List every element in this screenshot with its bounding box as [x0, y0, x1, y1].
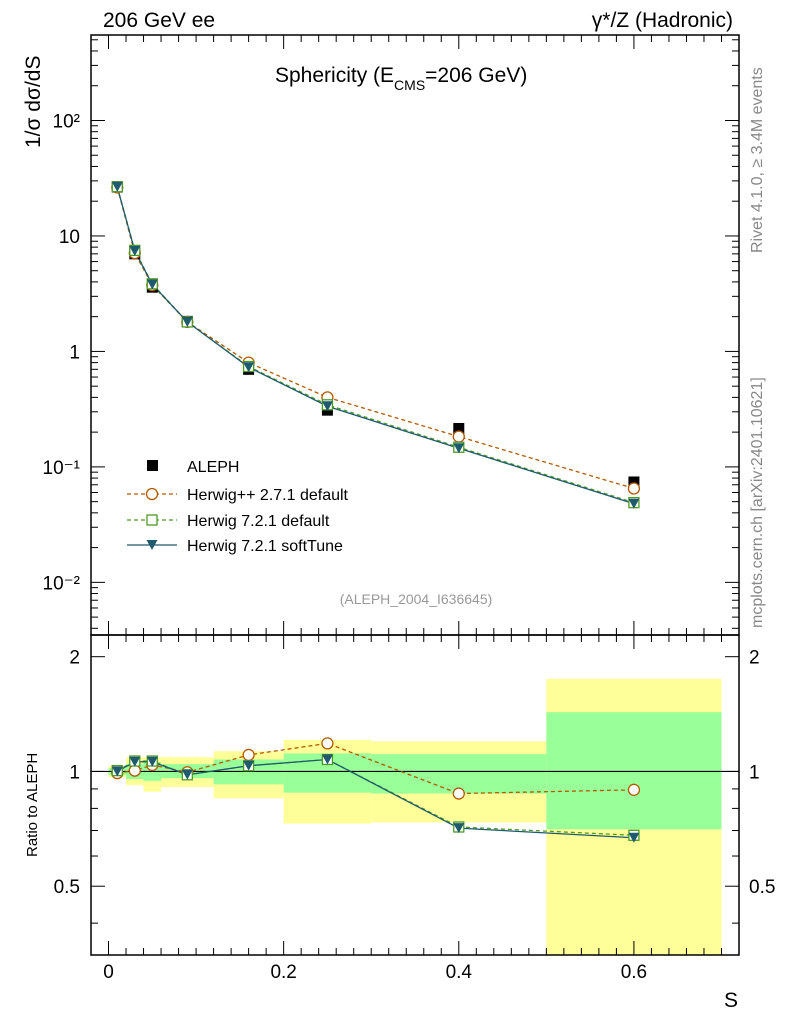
axis-ticks — [91, 35, 739, 955]
header-left: 206 GeV ee — [103, 9, 215, 32]
plot-title-sub: CMS — [394, 77, 425, 93]
x-tick-label: 0.2 — [270, 962, 296, 983]
y-tick-label: 10² — [53, 111, 80, 132]
analysis-id: (ALEPH_2004_I636645) — [340, 591, 493, 607]
y-tick-label: 1 — [69, 342, 80, 363]
x-tick-label: 0.4 — [446, 962, 473, 983]
data-point-triangle — [243, 362, 255, 373]
series-line — [116, 187, 635, 490]
data-point-triangle — [129, 246, 141, 257]
uncertainty-band-green — [371, 754, 547, 794]
data-point-triangle — [453, 443, 465, 454]
legend-marker-aleph — [147, 460, 158, 471]
data-point-circle — [627, 482, 641, 495]
legend-label-herwig7-softtune: Herwig 7.2.1 softTune — [187, 538, 343, 555]
legend-marker-herwigpp — [145, 487, 159, 501]
plot-title: Sphericity (ECMS=206 GeV) — [275, 64, 527, 93]
legend-marker-herwig7-default — [146, 514, 158, 526]
ratio-tick-label: 0.5 — [54, 877, 80, 898]
ratio-tick-label-right: 2 — [749, 648, 760, 669]
rivet-label: Rivet 4.1.0, ≥ 3.4M events — [749, 67, 766, 253]
ratio-frame — [90, 634, 740, 956]
ratio-tick-label: 1 — [69, 762, 80, 783]
ratio-bands — [108, 678, 722, 955]
y-axis-label: 1/σ dσ/dS — [22, 56, 45, 148]
plot-title-end: =206 GeV) — [425, 64, 527, 87]
ratio-point-triangle — [129, 756, 141, 767]
ratio-point-circle — [242, 748, 255, 762]
uncertainty-band-green — [546, 712, 722, 830]
data-point-triangle — [146, 279, 158, 290]
ratio-tick-labels: 0.5 1 2 0.5 1 2 — [54, 648, 776, 899]
ratio-point-triangle — [321, 754, 333, 765]
data-point-circle — [452, 430, 465, 443]
data-point-triangle — [181, 316, 193, 327]
legend-label-aleph: ALEPH — [187, 459, 239, 476]
data-point-aleph — [453, 423, 465, 435]
ratio-point-triangle — [146, 756, 158, 767]
header-right: γ*/Z (Hadronic) — [592, 9, 733, 32]
ratio-point-triangle — [453, 823, 465, 834]
data-point-triangle — [321, 401, 333, 412]
ratio-axis-label: Ratio to ALEPH — [24, 753, 41, 857]
ratio-point-triangle — [111, 766, 123, 777]
series-line — [116, 186, 635, 504]
legend-label-herwigpp: Herwig++ 2.7.1 default — [187, 487, 349, 504]
ratio-point-circle — [452, 787, 465, 800]
series-layer — [111, 181, 641, 843]
x-axis-label: S — [724, 989, 738, 1012]
y-tick-label: 10⁻² — [43, 573, 81, 594]
data-point-aleph — [628, 476, 640, 488]
ratio-point-triangle — [181, 769, 193, 780]
y-tick-label: 10⁻¹ — [43, 458, 81, 479]
legend: ALEPH Herwig++ 2.7.1 default Herwig 7.2.… — [127, 459, 349, 555]
ratio-point-circle — [627, 783, 641, 796]
data-point-triangle — [111, 181, 123, 192]
series-line — [116, 186, 635, 505]
ratio-point-triangle — [243, 760, 255, 771]
mcplots-label: mcplots.cern.ch [arXiv:2401.10621] — [749, 377, 766, 628]
y-tick-label: 10 — [59, 227, 80, 248]
ratio-series-line — [117, 742, 634, 795]
ratio-tick-label-right: 0.5 — [749, 877, 775, 898]
data-point-triangle — [628, 498, 640, 509]
x-tick-label: 0 — [103, 962, 114, 983]
ratio-tick-label-right: 1 — [749, 762, 760, 783]
legend-marker-herwig7-softtune — [146, 540, 158, 550]
plot-title-main: Sphericity (E — [275, 64, 394, 87]
y-tick-labels: 10⁻² 10⁻¹ 1 10 10² — [43, 111, 81, 594]
ratio-tick-label: 2 — [69, 648, 80, 669]
x-tick-label: 0.6 — [621, 962, 647, 983]
x-tick-labels: 0 0.2 0.4 0.6 — [103, 962, 647, 983]
ratio-point-triangle — [628, 832, 640, 843]
ratio-point-circle — [321, 737, 334, 750]
legend-label-herwig7-default: Herwig 7.2.1 default — [187, 513, 330, 530]
